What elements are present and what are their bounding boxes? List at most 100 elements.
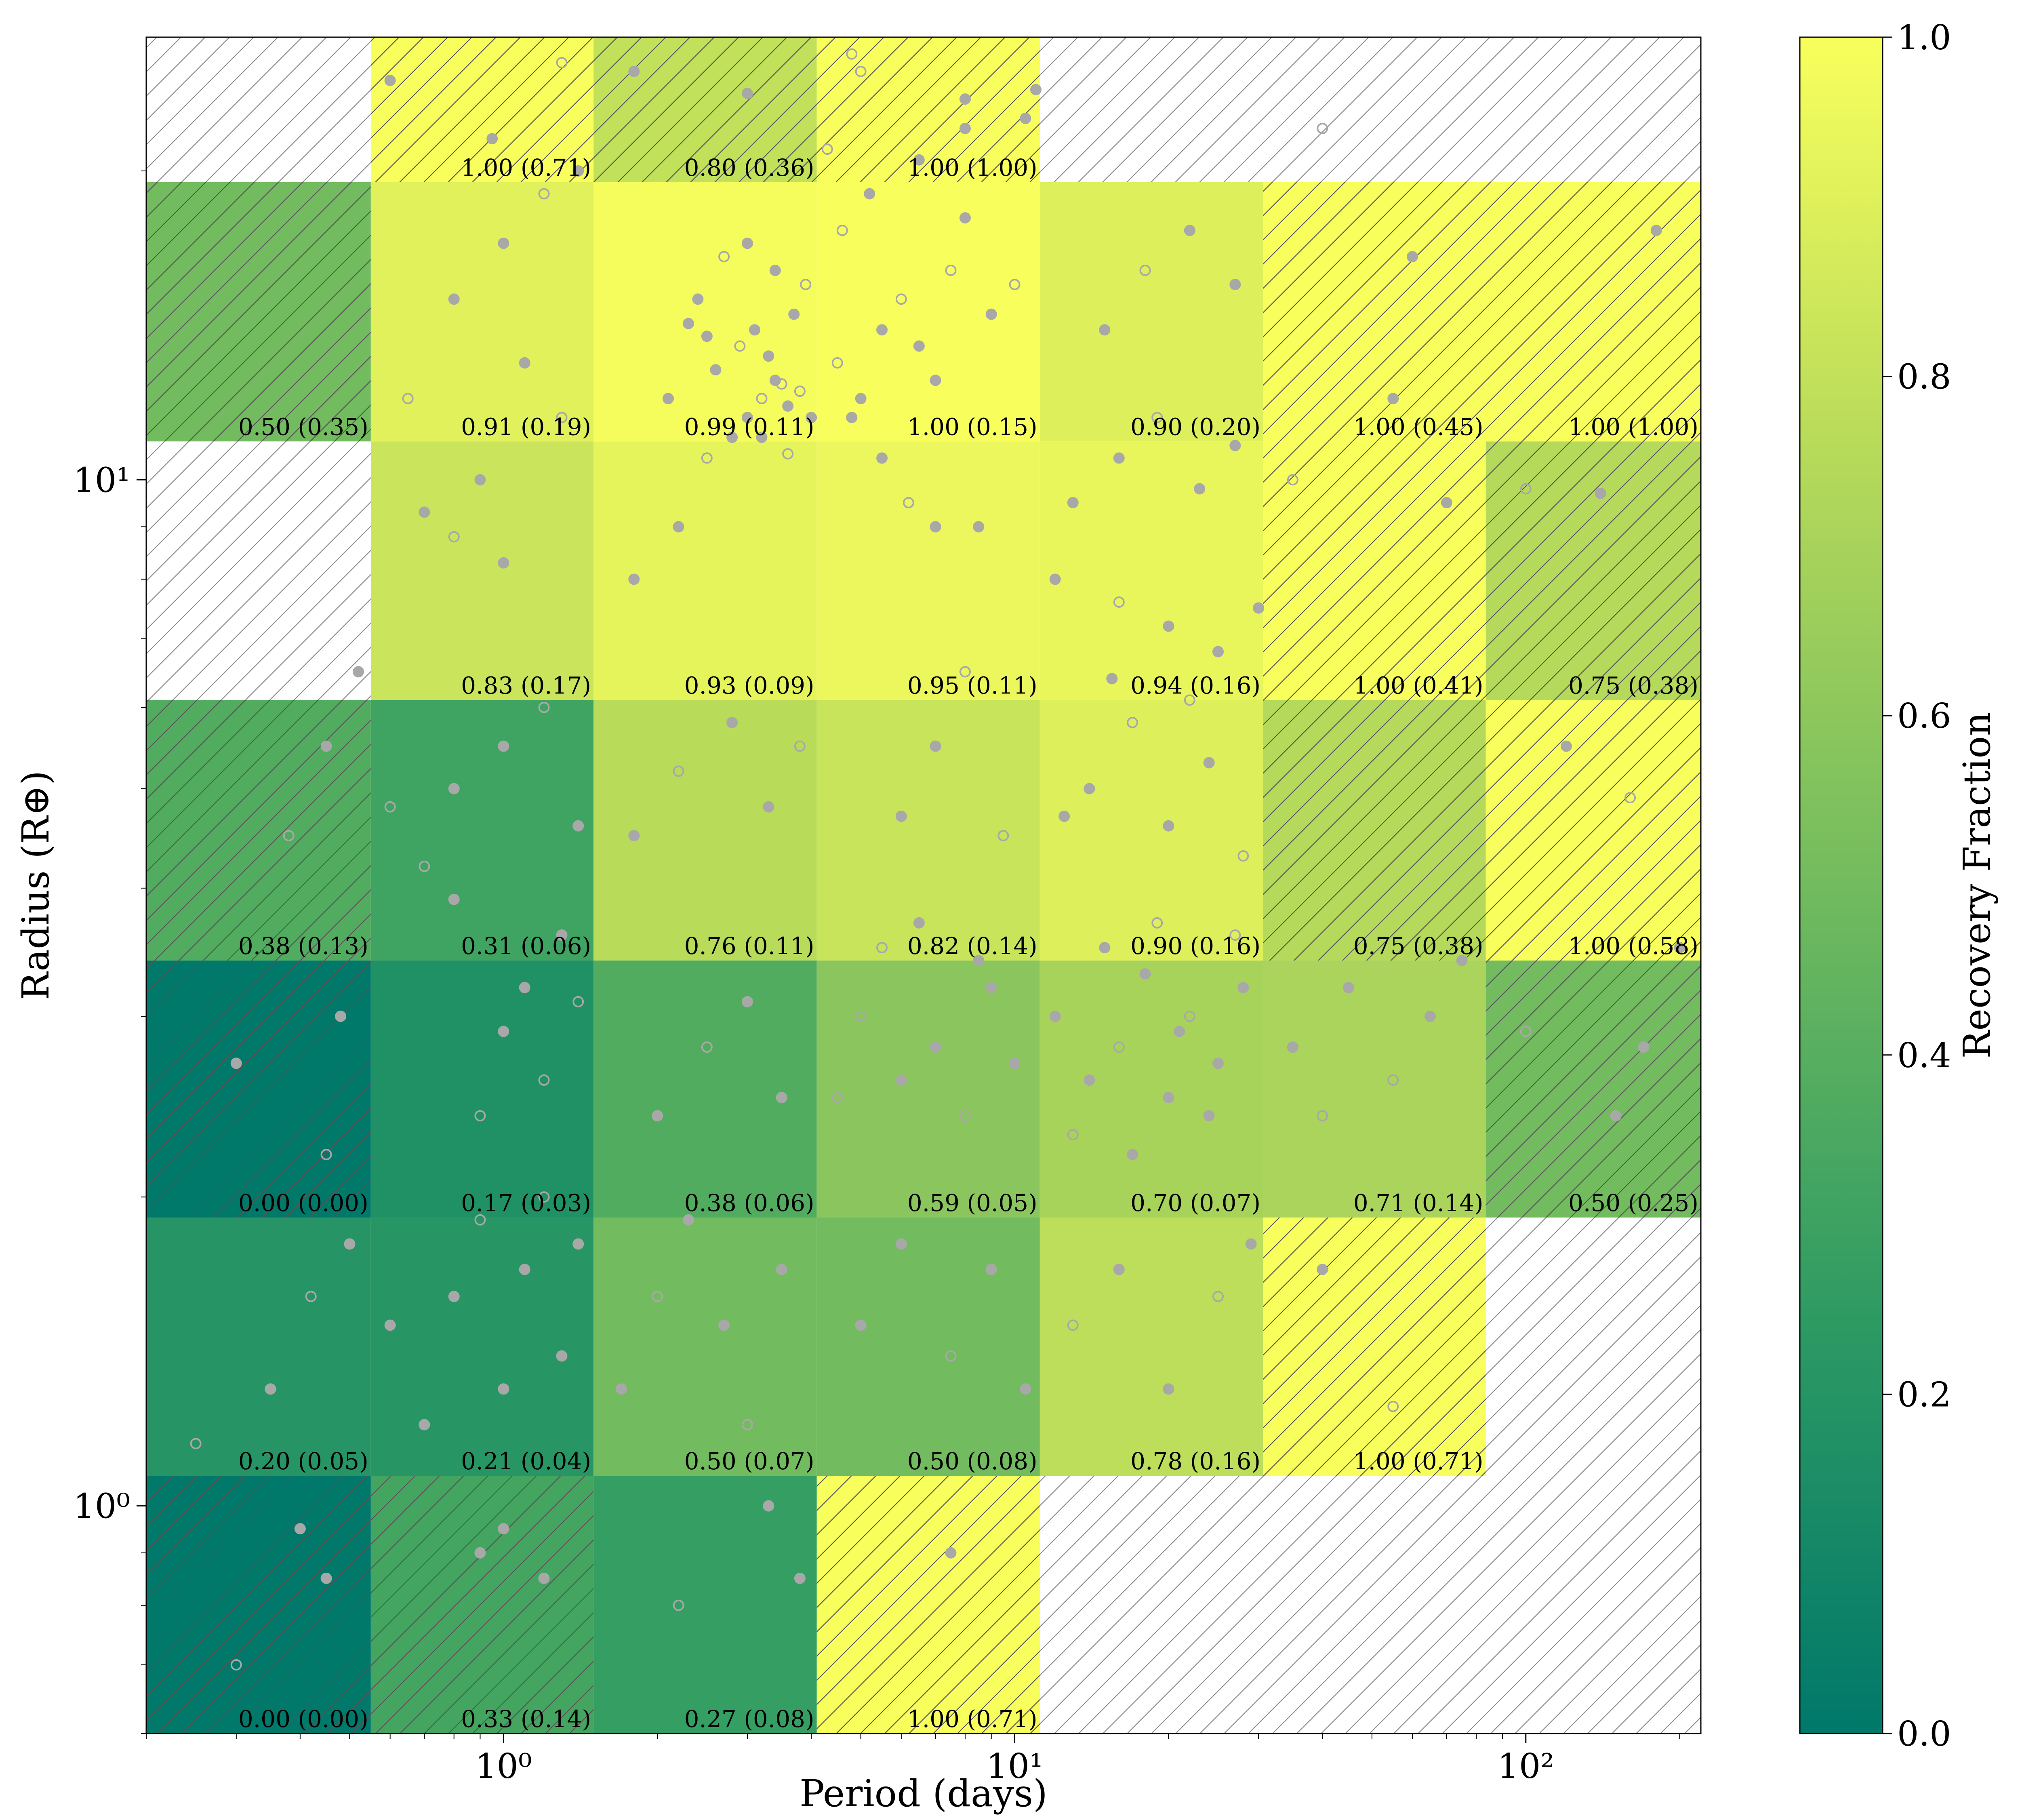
data-point (1151, 412, 1163, 423)
colorbar-label: Recovery Fraction (1955, 712, 1999, 1058)
data-point (692, 293, 704, 305)
cell-label: 0.75 (0.38) (1353, 932, 1483, 960)
data-point (945, 265, 957, 276)
data-point (190, 1438, 202, 1449)
data-point (945, 1547, 957, 1559)
colorbar-tick-label: 0.6 (1897, 696, 1951, 736)
hatched-cell-overlay (146, 700, 371, 961)
data-point (1099, 324, 1111, 336)
cell-label: 1.00 (1.00) (907, 154, 1037, 181)
data-point (1203, 1110, 1215, 1122)
data-point (1106, 673, 1118, 685)
heatmap-cell (1039, 182, 1263, 442)
x-axis-ticks: 10⁰ 10¹ 10² (146, 1734, 1680, 1786)
cell-label: 0.71 (0.14) (1353, 1189, 1483, 1217)
data-point (1425, 1011, 1436, 1022)
data-point (788, 308, 800, 320)
data-point (1184, 1011, 1195, 1022)
data-point (959, 1110, 971, 1122)
hatched-cell-overlay (146, 961, 371, 1218)
data-point (673, 521, 684, 533)
data-point (1184, 225, 1195, 236)
colorbar-ticks: 0.0 0.2 0.4 0.6 0.8 1.0 (1883, 18, 1951, 1754)
data-point (683, 318, 694, 329)
cell-label: 0.50 (0.08) (907, 1447, 1037, 1475)
cell-label: 0.50 (0.07) (684, 1447, 814, 1475)
data-point (742, 996, 753, 1007)
data-point (572, 165, 584, 177)
data-point (1638, 1041, 1650, 1053)
data-point (742, 88, 753, 99)
cell-label: 0.93 (0.09) (684, 672, 814, 699)
data-point (1174, 1026, 1185, 1037)
cell-label: 0.38 (0.13) (238, 932, 368, 960)
heatmap-cell (1039, 441, 1263, 700)
data-point (973, 521, 985, 533)
data-point (1067, 1129, 1079, 1141)
data-point (498, 1523, 509, 1535)
data-point (973, 955, 985, 967)
axes: 10⁰ 10¹ 10² 10⁰ 10¹ Period (days) Radius (R… (14, 170, 1680, 1815)
data-point (985, 982, 997, 993)
data-point (756, 432, 768, 443)
data-point (959, 666, 971, 678)
data-point (1084, 783, 1095, 794)
data-point (230, 1057, 242, 1069)
data-point (538, 188, 550, 200)
data-point (831, 1092, 843, 1104)
data-point (538, 1191, 550, 1203)
data-point (1127, 717, 1138, 729)
data-point (1203, 757, 1215, 769)
data-point (895, 811, 907, 822)
data-point (448, 1291, 460, 1302)
data-point (1229, 279, 1241, 291)
heatmap-cell (593, 441, 817, 700)
heatmap-cell (816, 1218, 1040, 1476)
cell-label: 0.00 (0.00) (238, 1189, 368, 1217)
data-point (710, 364, 722, 376)
data-point (1387, 1401, 1399, 1412)
data-point (320, 740, 332, 752)
data-point (794, 740, 806, 752)
data-point (701, 1041, 713, 1053)
data-point (419, 506, 430, 518)
data-point (353, 666, 364, 678)
data-point (1317, 122, 1328, 134)
data-point (1287, 474, 1298, 486)
data-point (448, 893, 460, 905)
data-point (335, 1011, 347, 1022)
data-point (556, 57, 568, 69)
data-point (701, 452, 713, 464)
x-axis-label: Period (days) (800, 1772, 1048, 1815)
data-point (895, 293, 907, 305)
cell-label: 0.33 (0.14) (461, 1705, 591, 1733)
data-point (1237, 850, 1249, 862)
data-point (320, 1572, 332, 1584)
data-point (903, 497, 914, 508)
data-point (538, 1074, 550, 1086)
x-tick-label: 10² (1497, 1746, 1554, 1786)
data-point (1520, 1026, 1532, 1037)
data-point (876, 942, 888, 954)
data-point (930, 375, 941, 386)
data-point (683, 1214, 694, 1226)
data-point (763, 350, 774, 362)
data-point (1113, 596, 1125, 608)
colorbar-tick-label: 0.2 (1897, 1375, 1951, 1414)
colorbar: 0.0 0.2 0.4 0.6 0.8 1.0 Recovery Fraction (1799, 18, 1999, 1754)
data-point (1343, 982, 1355, 993)
data-point (1084, 1074, 1095, 1086)
hatched-cell-overlay (1263, 700, 1486, 961)
heatmap-cell (1039, 961, 1263, 1218)
data-point (1610, 1110, 1622, 1122)
cell-label: 0.80 (0.36) (684, 154, 814, 181)
data-point (985, 308, 997, 320)
data-point (945, 1350, 957, 1362)
data-point (1520, 483, 1532, 495)
data-point (1387, 393, 1399, 404)
empty-cell (1039, 1476, 1263, 1734)
y-axis-label: Radius (R⊕) (14, 771, 57, 1000)
data-point (876, 452, 888, 464)
data-point (701, 331, 713, 342)
